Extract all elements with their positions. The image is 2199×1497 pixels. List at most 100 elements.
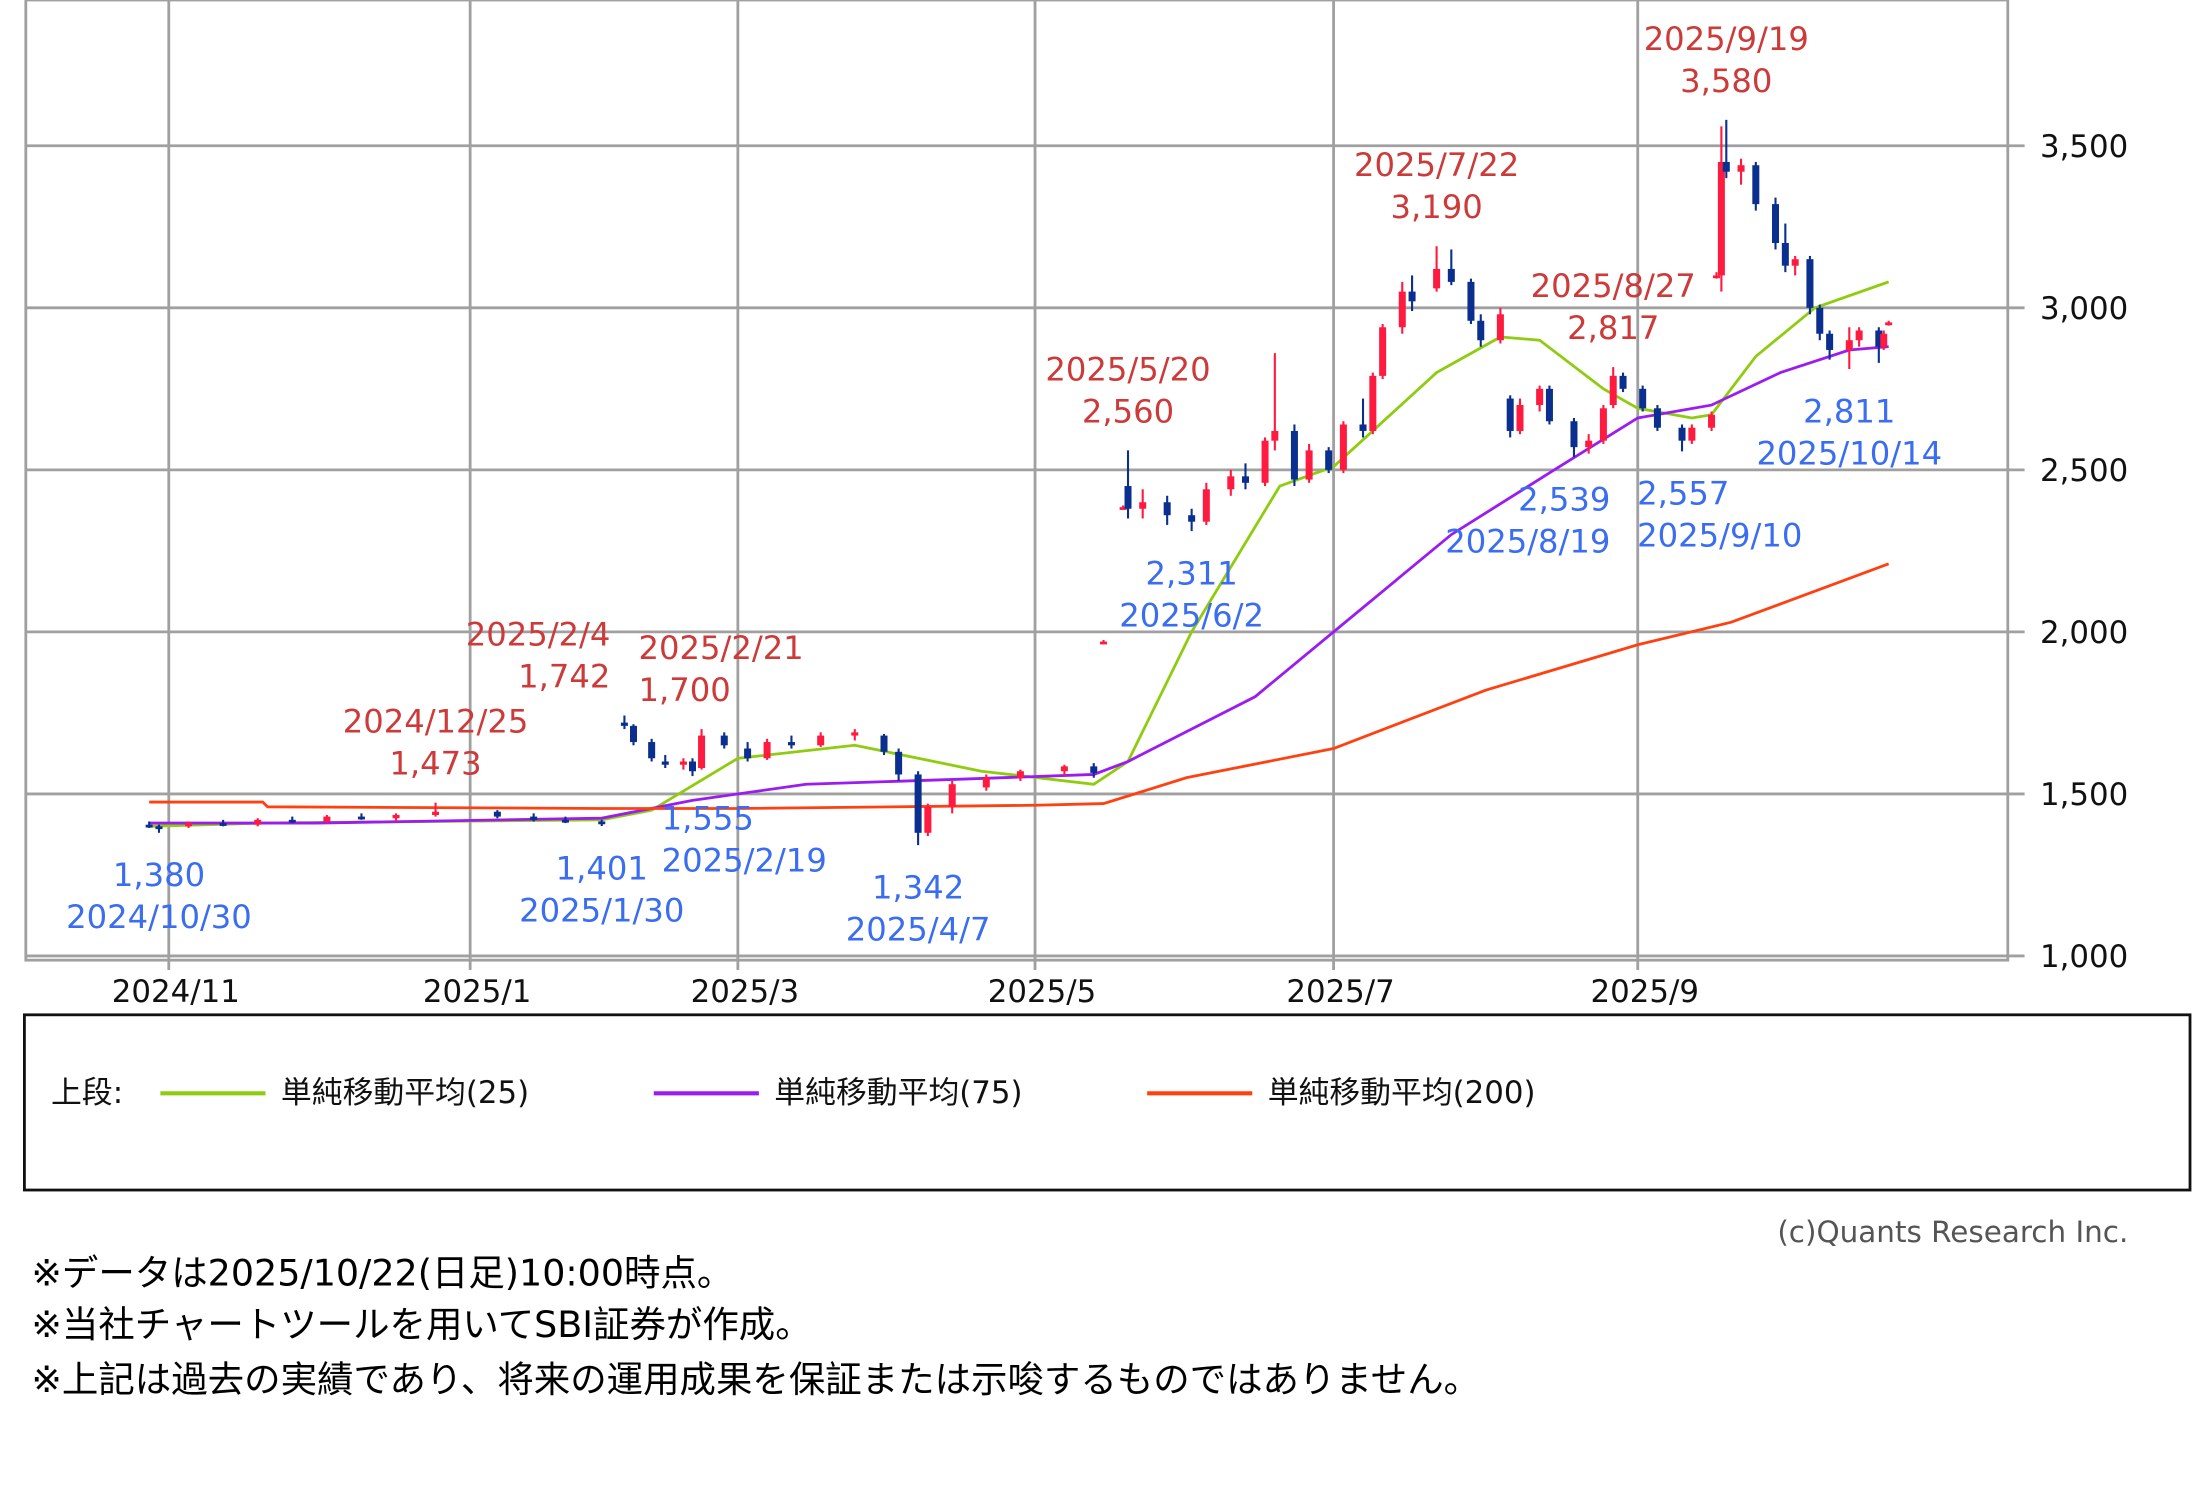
candle xyxy=(1545,385,1553,425)
annotation-value: 1,555 xyxy=(662,799,754,837)
candle-body xyxy=(1202,489,1210,522)
candle xyxy=(219,819,227,827)
candle-body xyxy=(629,725,638,743)
candle xyxy=(1477,314,1485,347)
annotation-date: 2025/9/19 xyxy=(1644,20,1809,58)
note-1: ※データは2025/10/22(日足)10:00時点。 xyxy=(31,1251,733,1294)
candle-body xyxy=(1653,408,1661,428)
candle xyxy=(1139,489,1147,519)
candle-body xyxy=(948,784,956,807)
candle xyxy=(698,729,706,770)
annotation-date: 2025/7/22 xyxy=(1354,146,1519,184)
annotation-value: 1,401 xyxy=(556,849,648,887)
candle-body xyxy=(1737,165,1745,172)
candle-body xyxy=(1100,641,1108,645)
annotation-date: 2025/1/30 xyxy=(519,891,684,929)
candle-body xyxy=(145,824,153,828)
candle xyxy=(1875,327,1883,363)
candle xyxy=(1305,443,1313,483)
candle xyxy=(1339,421,1347,474)
annotation-date: 2024/10/30 xyxy=(66,898,252,936)
candle xyxy=(629,724,638,746)
candle xyxy=(254,818,262,827)
candle xyxy=(1826,330,1834,360)
candle-body xyxy=(914,774,922,833)
candle-body xyxy=(1771,204,1780,243)
candle-body xyxy=(1875,330,1883,347)
candle xyxy=(1016,769,1024,781)
candle-body xyxy=(1722,161,1730,172)
candle xyxy=(648,738,656,762)
x-tick-label: 2025/3 xyxy=(691,974,799,1010)
candle xyxy=(185,821,193,828)
candle-body xyxy=(1369,375,1377,431)
candle xyxy=(1060,764,1068,777)
annotation-value: 1,380 xyxy=(113,856,205,894)
candle xyxy=(1885,320,1893,326)
candle xyxy=(1771,197,1780,250)
annotation-low: 2025/6/2 2,311 xyxy=(1119,554,1264,634)
annotations: 2024/12/25 1,473 2025/2/4 1,742 2025/2/21 1,7… xyxy=(66,20,1942,949)
candle-body xyxy=(1290,430,1298,480)
annotation-high: 2024/12/25 1,473 xyxy=(343,703,529,783)
candle xyxy=(1359,398,1367,438)
candle-body xyxy=(1188,515,1196,522)
candle xyxy=(1737,158,1745,185)
annotation-value: 3,190 xyxy=(1390,188,1482,226)
annotation-value: 2,539 xyxy=(1518,480,1610,518)
candle-body xyxy=(1398,291,1406,328)
candle xyxy=(1398,281,1406,334)
candle-body xyxy=(1506,398,1514,431)
candle-body xyxy=(698,735,706,768)
y-tick-label: 2,500 xyxy=(2040,453,2128,489)
candle-body xyxy=(880,735,888,752)
candle xyxy=(679,758,687,770)
x-tick-label: 2025/9 xyxy=(1591,974,1699,1010)
candle-body xyxy=(1379,327,1387,376)
annotation-low: 2025/1/30 1,401 xyxy=(519,849,684,929)
candle-body xyxy=(1885,322,1893,326)
candle-body xyxy=(895,751,903,775)
candle-body xyxy=(493,811,501,817)
candle-body xyxy=(598,821,606,825)
candle xyxy=(948,780,956,814)
candle xyxy=(493,810,501,819)
annotation-value: 1,473 xyxy=(389,745,481,783)
candle-body xyxy=(288,819,296,823)
x-axis: 2024/11 2025/1 2025/3 2025/5 2025/7 2025/9 xyxy=(112,974,1699,1010)
annotation-value: 2,817 xyxy=(1567,309,1659,347)
candle xyxy=(1202,482,1210,525)
candle xyxy=(1496,307,1504,344)
annotation-low: 2025/10/14 2,811 xyxy=(1756,392,1942,472)
candle-body xyxy=(1752,165,1760,205)
candle xyxy=(155,824,163,833)
annotation-date: 2025/6/2 xyxy=(1119,596,1264,634)
candle xyxy=(1880,330,1888,350)
candle xyxy=(1717,126,1725,292)
candle-body xyxy=(1227,476,1235,490)
legend-box xyxy=(23,1013,2192,1192)
candle xyxy=(530,813,538,822)
candle-body xyxy=(530,816,538,820)
candle xyxy=(914,771,922,846)
annotation-value: 2,811 xyxy=(1803,392,1895,430)
candle xyxy=(1325,447,1333,474)
candle xyxy=(1100,639,1108,645)
candle xyxy=(1639,385,1647,412)
candle xyxy=(1163,495,1171,525)
candle xyxy=(720,732,728,749)
candle-body xyxy=(1359,424,1367,431)
candle xyxy=(1712,272,1720,279)
candle-body xyxy=(924,806,932,833)
annotation-low: 2025/4/7 1,342 xyxy=(846,868,991,948)
candle xyxy=(688,758,696,777)
annotation-date: 2025/2/21 xyxy=(638,629,803,667)
candle xyxy=(357,813,365,820)
candle-body xyxy=(1639,388,1647,409)
candle xyxy=(1447,249,1455,286)
annotation-low: 2025/2/19 1,555 xyxy=(662,799,827,879)
x-tick-label: 2025/7 xyxy=(1286,974,1394,1010)
candlesticks xyxy=(145,119,1893,846)
annotation-low: 2024/10/30 1,380 xyxy=(66,856,252,936)
candle-body xyxy=(1408,291,1416,302)
